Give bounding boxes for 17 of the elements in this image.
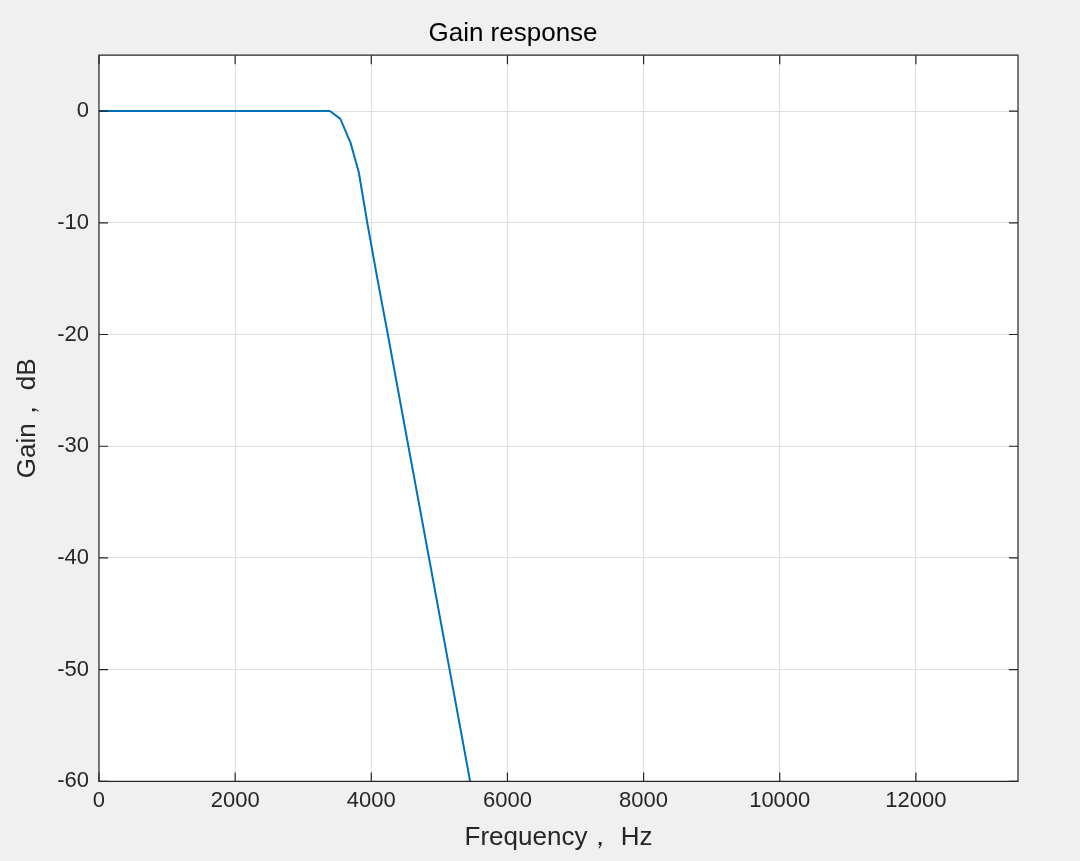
x-axis-title: Frequency， Hz: [464, 820, 653, 851]
x-tick-label: 8000: [619, 786, 669, 812]
y-tick-label: -20: [57, 320, 89, 346]
chart-title: Gain response: [428, 16, 598, 47]
y-tick-label: 0: [76, 97, 89, 123]
y-tick-label: -10: [57, 208, 89, 234]
y-tick-label: -60: [57, 767, 89, 793]
y-tick-label: -30: [57, 432, 89, 458]
x-tick-label: 6000: [482, 786, 532, 812]
y-tick-label: -40: [57, 544, 89, 570]
y-tick-label: -50: [57, 655, 89, 681]
x-tick-label: 0: [92, 786, 106, 812]
x-tick-label: 12000: [885, 786, 947, 812]
x-tick-label: 10000: [749, 786, 811, 812]
x-tick-label: 4000: [346, 786, 396, 812]
y-axis-title: Gain， dB: [10, 358, 41, 479]
x-tick-label: 2000: [210, 786, 260, 812]
